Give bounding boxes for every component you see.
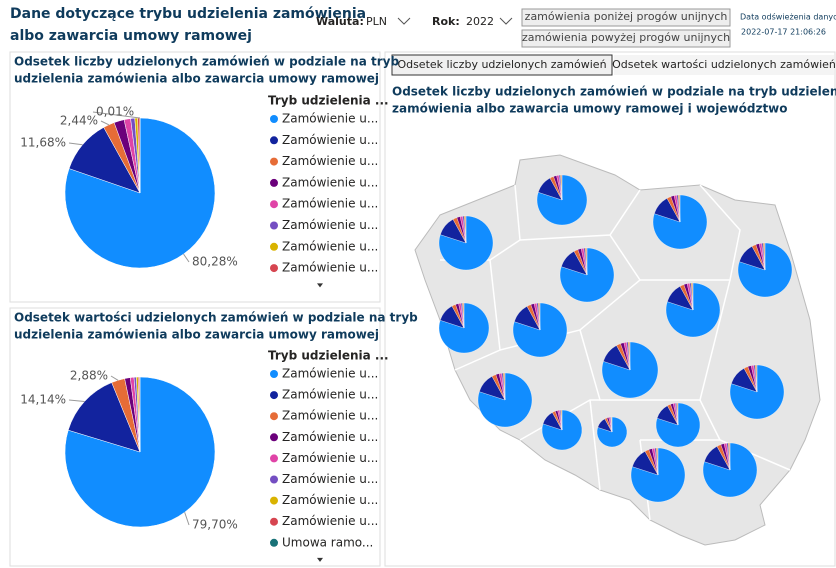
legend-entry: Zamówienie u... bbox=[282, 197, 378, 211]
map-pie-slice bbox=[692, 282, 694, 311]
tab-label: Odsetek wartości udzielonych zamówień bbox=[612, 58, 836, 71]
chart-title: udzielenia zamówienia albo zawarcia umow… bbox=[14, 72, 379, 86]
map-pie-slice bbox=[657, 447, 659, 476]
map-pie-slice bbox=[561, 409, 563, 431]
legend-entry: Umowa ramo... bbox=[282, 535, 373, 549]
map-pie-slice bbox=[764, 242, 766, 271]
legend-swatch bbox=[270, 475, 278, 484]
data-label: 11,68% bbox=[20, 136, 66, 150]
legend-entry: Zamówienie u... bbox=[282, 409, 378, 423]
data-label: 79,70% bbox=[192, 518, 238, 532]
leader-line bbox=[68, 142, 83, 146]
legend-entry: Zamówienie u... bbox=[282, 175, 378, 189]
legend-swatch bbox=[270, 391, 278, 400]
chart-title: udzielenia zamówienia albo zawarcia umow… bbox=[14, 328, 379, 342]
legend-entry: Zamówienie u... bbox=[282, 472, 378, 486]
legend-swatch bbox=[270, 454, 278, 463]
legend-swatch bbox=[270, 433, 278, 442]
legend-swatch bbox=[270, 221, 278, 230]
legend-title: Tryb udzielenia ... bbox=[268, 349, 389, 363]
map-title: Odsetek liczby udzielonych zamówień w po… bbox=[392, 85, 836, 99]
chevron bbox=[397, 17, 411, 25]
tab-label: Odsetek liczby udzielonych zamówień bbox=[397, 58, 606, 71]
legend-swatch bbox=[270, 370, 278, 378]
legend-entry: Zamówienie u... bbox=[282, 493, 378, 507]
chart-title: Odsetek wartości udzielonych zamówień w … bbox=[14, 311, 418, 325]
leader-line bbox=[110, 375, 119, 381]
map-pie-slice bbox=[539, 302, 541, 331]
legend-entry: Zamówienie u... bbox=[282, 514, 378, 528]
button[interactable] bbox=[521, 8, 731, 27]
pie-slice bbox=[64, 376, 216, 528]
chart-title: Odsetek liczby udzielonych zamówień w po… bbox=[14, 55, 399, 69]
legend-entry: Zamówienie u... bbox=[282, 154, 378, 168]
title: Dane dotyczące trybu udzielenia zamówien… bbox=[10, 6, 366, 22]
refresh-date: 2022-07-17 21:06:26 bbox=[741, 28, 826, 37]
legend-swatch bbox=[270, 178, 278, 187]
data-label: 80,28% bbox=[192, 255, 238, 269]
map-pie-slice bbox=[729, 442, 731, 471]
data-label: 2,88% bbox=[70, 369, 108, 383]
legend-entry: Zamówienie u... bbox=[282, 430, 378, 444]
legend-entry: Zamówienie u... bbox=[282, 261, 378, 275]
map-pie-slice bbox=[629, 341, 631, 371]
leader-line bbox=[92, 111, 141, 119]
legend-swatch bbox=[270, 517, 278, 526]
map-pie-slice bbox=[756, 364, 758, 393]
legend-swatch bbox=[270, 157, 278, 166]
tab[interactable] bbox=[614, 55, 834, 75]
legend-entry: Zamówienie u... bbox=[282, 218, 378, 232]
filter-label: Rok: bbox=[432, 15, 460, 28]
legend-swatch bbox=[270, 136, 278, 145]
tab[interactable] bbox=[391, 54, 613, 76]
legend-entry: Zamówienie u... bbox=[282, 451, 378, 465]
map-pie-slice bbox=[465, 215, 467, 244]
map-title: zamówienia albo zawarcia umowy ramowej i… bbox=[392, 102, 788, 116]
leader-line bbox=[68, 399, 85, 402]
legend-swatch bbox=[270, 496, 278, 505]
legend-swatch bbox=[270, 200, 278, 209]
map-pie-slice bbox=[463, 302, 465, 329]
legend-entry: Zamówienie u... bbox=[282, 239, 378, 253]
legend-swatch bbox=[270, 412, 278, 421]
button-label: zamówienia powyżej progów unijnych bbox=[522, 31, 730, 44]
legend-entry: Zamówienie u... bbox=[282, 133, 378, 147]
leader-line bbox=[184, 512, 190, 526]
legend-entry: Zamówienie u... bbox=[282, 367, 378, 381]
legend-swatch bbox=[270, 115, 278, 123]
map-pie-slice bbox=[504, 372, 506, 401]
data-label: 0,01% bbox=[96, 105, 134, 119]
panel bbox=[384, 51, 836, 567]
filter-label: Waluta: bbox=[316, 15, 364, 28]
map-pie-slice bbox=[679, 194, 681, 223]
scroll-arrow bbox=[317, 283, 323, 288]
map-pie-slice bbox=[561, 174, 563, 201]
leader-line bbox=[183, 253, 190, 263]
leader-line bbox=[100, 120, 110, 126]
dropdown[interactable]: 2022 bbox=[466, 15, 494, 28]
scroll-arrow bbox=[317, 557, 323, 562]
legend-title: Tryb udzielenia ... bbox=[268, 94, 389, 108]
chevron bbox=[499, 17, 513, 25]
title: albo zawarcia umowy ramowej bbox=[10, 28, 252, 44]
data-label: 14,14% bbox=[20, 393, 66, 407]
panel bbox=[9, 51, 381, 303]
map-pie-slice bbox=[536, 174, 588, 226]
legend-swatch bbox=[270, 264, 278, 273]
legend-entry: Zamówienie u... bbox=[282, 112, 378, 126]
legend-swatch bbox=[270, 242, 278, 251]
map-pie-slice bbox=[677, 402, 679, 426]
map-pie-slice bbox=[586, 247, 588, 276]
button-label: zamówienia poniżej progów unijnych bbox=[525, 10, 728, 23]
legend-swatch bbox=[270, 538, 278, 547]
data-label: 2,44% bbox=[60, 114, 98, 128]
pie-slice bbox=[67, 382, 141, 453]
map-pie-slice bbox=[438, 302, 490, 354]
button[interactable] bbox=[521, 29, 731, 48]
refresh-label: Data odświeżenia danych bbox=[740, 12, 836, 22]
panel bbox=[9, 307, 381, 567]
legend-entry: Zamówienie u... bbox=[282, 388, 378, 402]
dropdown[interactable]: PLN bbox=[366, 15, 387, 28]
